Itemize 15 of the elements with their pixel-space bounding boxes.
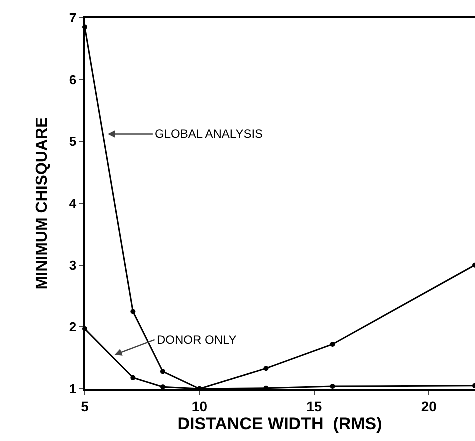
y-tick-label: 1 — [69, 382, 77, 397]
y-tick-label: 6 — [69, 72, 77, 88]
y-axis-title: MINIMUM CHISQUARE — [34, 116, 51, 290]
y-tick-label: 5 — [69, 134, 77, 150]
x-tick-label: 10 — [192, 398, 208, 415]
y-tick-label: 3 — [69, 258, 77, 273]
y-tick-label: 2 — [69, 320, 77, 335]
x-axis-title: DISTANCE WIDTH (RMS) — [178, 414, 382, 434]
annotation: DONOR ONLY — [157, 333, 237, 347]
x-tick-label: 15 — [306, 398, 322, 415]
annotation: GLOBAL ANALYSIS — [155, 127, 264, 141]
x-tick-label: 20 — [421, 398, 438, 415]
y-tick-label: 7 — [69, 10, 77, 26]
x-tick-label: 5 — [81, 398, 90, 415]
y-tick-label: 4 — [69, 196, 78, 212]
